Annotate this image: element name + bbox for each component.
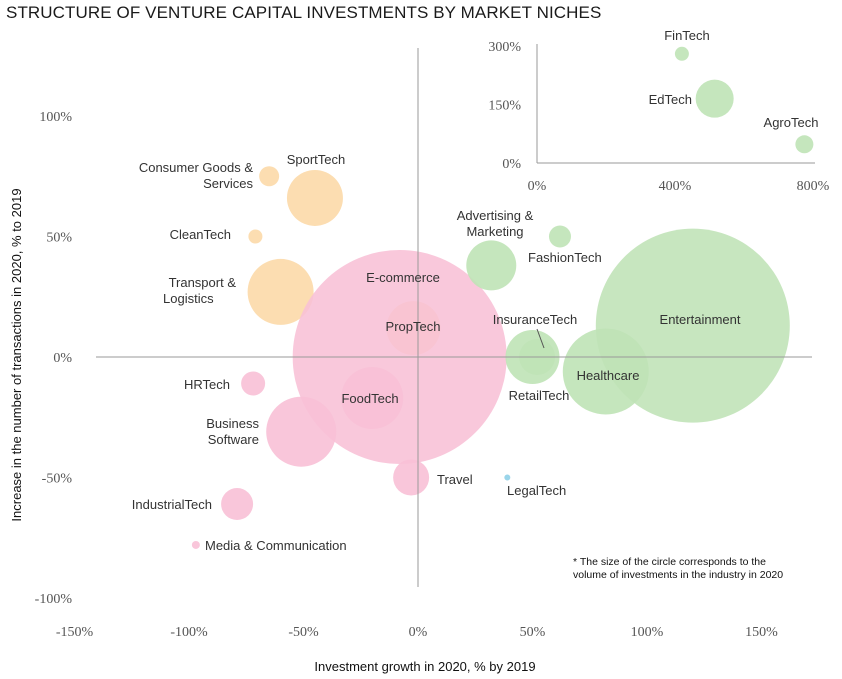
label-insurancetech: InsuranceTech xyxy=(493,312,578,327)
x-tick-label: -150% xyxy=(56,625,94,640)
bubble-media-and-communication xyxy=(191,540,200,549)
x-tick-label: -50% xyxy=(288,625,319,640)
bubble-foodtech xyxy=(341,366,404,429)
inset-label-agrotech: AgroTech xyxy=(764,115,819,130)
bubble-consumer-goods-and-services xyxy=(259,166,280,187)
label-retailtech: RetailTech xyxy=(509,388,570,403)
insurancetech-leader-line xyxy=(536,328,545,349)
inset-x-tick-label: 800% xyxy=(797,179,830,194)
x-tick-label: -100% xyxy=(170,625,208,640)
bubble-sporttech xyxy=(286,169,343,226)
x-tick-label: 150% xyxy=(745,625,778,640)
inset-bubble-agrotech xyxy=(795,135,814,154)
bubble-transport-and-logistics xyxy=(247,258,314,325)
label-media-and-communication: Media & Communication xyxy=(205,538,347,553)
label-business-software: Business Software xyxy=(206,416,259,447)
label-legaltech: LegalTech xyxy=(507,483,566,498)
x-axis-title: Investment growth in 2020, % by 2019 xyxy=(314,659,535,674)
inset-bubble-edtech xyxy=(695,79,734,118)
bubble-hrtech xyxy=(241,371,266,396)
axes-layer: -150% -100% -50% 0% 50% 100% 150% 100% 50% 0% -50%… xyxy=(9,48,812,674)
label-healthcare: Healthcare xyxy=(577,368,640,383)
chart-title: STRUCTURE OF VENTURE CAPITAL INVESTMENTS… xyxy=(6,3,602,22)
bubble-travel xyxy=(393,459,430,496)
label-hrtech: HRTech xyxy=(184,377,230,392)
inset-label-edtech: EdTech xyxy=(649,92,692,107)
label-industrialtech: IndustrialTech xyxy=(132,497,212,512)
y-tick-label: 0% xyxy=(53,351,72,366)
y-tick-label: 100% xyxy=(39,110,72,125)
x-tick-label: 100% xyxy=(631,625,664,640)
label-transport-and-logistics: Transport & Logistics xyxy=(163,275,236,306)
label-proptech: PropTech xyxy=(386,319,441,334)
bubble-industrialtech xyxy=(221,488,254,521)
inset-chart: 0% 400% 800% 300% 150% 0% FinTech EdTech AgroTec… xyxy=(488,28,829,194)
inset-y-tick-label: 300% xyxy=(488,40,521,55)
size-note-line-2: volume of investments in the industry in… xyxy=(573,569,783,581)
bubble-legaltech xyxy=(504,474,511,481)
inset-y-tick-label: 150% xyxy=(488,99,521,114)
inset-bubble-fintech xyxy=(674,46,689,61)
bubble-business-software xyxy=(266,396,337,467)
label-sporttech: SportTech xyxy=(287,152,346,167)
labels-layer: SportTech Consumer Goods & Services CleanTe… xyxy=(132,152,783,581)
label-fashiontech: FashionTech xyxy=(528,250,602,265)
bubble-cleantech xyxy=(248,229,263,244)
bubble-entertainment xyxy=(595,228,790,423)
label-travel: Travel xyxy=(437,472,473,487)
inset-y-tick-label: 0% xyxy=(502,157,521,172)
inset-x-tick-label: 400% xyxy=(659,179,692,194)
inset-x-tick-label: 0% xyxy=(528,179,547,194)
inset-label-fintech: FinTech xyxy=(664,28,710,43)
y-tick-label: -50% xyxy=(42,472,73,487)
label-advertising-and-marketing: Advertising & Marketing xyxy=(457,208,534,239)
label-e-commerce: E-commerce xyxy=(366,270,440,285)
y-axis-title: Increase in the number of transactions i… xyxy=(9,188,24,521)
label-foodtech: FoodTech xyxy=(341,391,398,406)
x-tick-label: 50% xyxy=(520,625,546,640)
y-tick-label: 50% xyxy=(46,231,72,246)
bubble-advertising-and-marketing xyxy=(466,240,517,291)
size-note-line-1: * The size of the circle corresponds to … xyxy=(573,556,766,568)
x-tick-label: 0% xyxy=(409,625,428,640)
bubble-fashiontech xyxy=(548,225,571,248)
y-tick-label: -100% xyxy=(35,592,73,607)
label-consumer-goods-and-services: Consumer Goods & Services xyxy=(139,160,254,191)
label-cleantech: CleanTech xyxy=(170,227,231,242)
label-entertainment: Entertainment xyxy=(660,312,741,327)
